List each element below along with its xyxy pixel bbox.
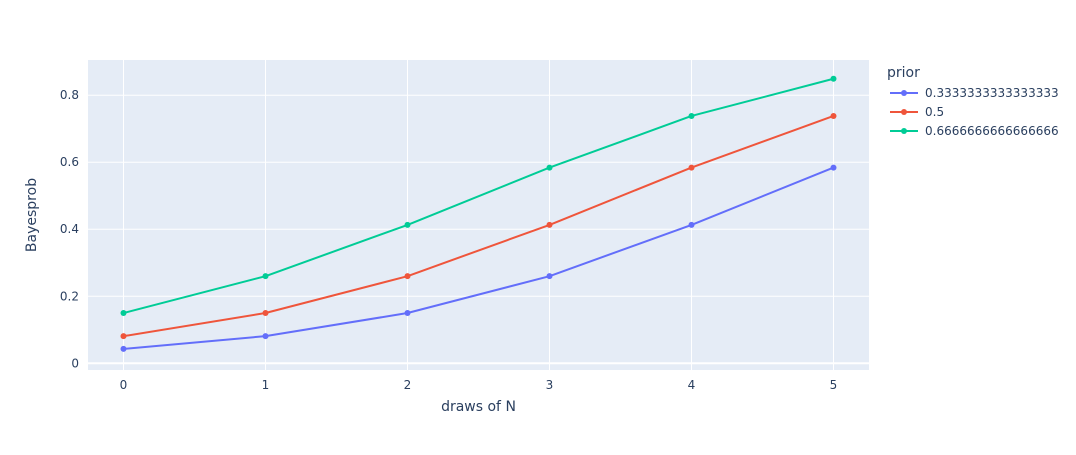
data-point (546, 273, 553, 280)
x-tick-label: 3 (546, 378, 554, 392)
y-axis-ticks: 0 0.2 0.4 0.6 0.8 (60, 88, 79, 370)
data-point (546, 221, 553, 228)
data-point (120, 310, 127, 317)
legend-label: 0.6666666666666666 (925, 124, 1059, 138)
legend-items: 0.3333333333333333 0.5 0.6666666666666666 (890, 86, 1059, 138)
data-point (262, 273, 269, 280)
legend-label: 0.5 (925, 105, 944, 119)
y-tick-label: 0.4 (60, 222, 79, 236)
y-tick-label: 0 (71, 356, 79, 370)
data-point (688, 112, 695, 119)
y-tick-label: 0.6 (60, 155, 79, 169)
legend-item[interactable]: 0.3333333333333333 (890, 86, 1059, 100)
legend-item[interactable]: 0.5 (890, 105, 944, 119)
x-tick-label: 2 (404, 378, 412, 392)
data-point (830, 164, 837, 171)
series-line (123, 166, 834, 350)
legend-swatch-marker (901, 109, 907, 115)
series-0 (120, 164, 837, 352)
legend-title: prior (887, 65, 920, 81)
data-point (404, 221, 411, 228)
grid (88, 60, 869, 370)
legend-swatch-marker (901, 90, 907, 96)
y-axis-title: Bayesprob (24, 178, 40, 252)
y-tick-label: 0.8 (60, 88, 79, 102)
data-point (688, 164, 695, 171)
series-2 (120, 75, 837, 317)
x-tick-label: 1 (262, 378, 270, 392)
x-axis-title: draws of N (441, 399, 516, 415)
data-point (262, 310, 269, 317)
legend-swatch-marker (901, 128, 907, 134)
data-point (404, 273, 411, 280)
data-point (120, 345, 127, 352)
x-tick-label: 5 (830, 378, 838, 392)
data-point (404, 310, 411, 317)
x-tick-label: 4 (688, 378, 696, 392)
data-point (546, 164, 553, 171)
series-line (123, 77, 834, 314)
series-line (123, 115, 834, 338)
data-point (830, 112, 837, 119)
x-axis-ticks: 0 1 2 3 4 5 (120, 378, 838, 392)
series-layer (120, 75, 837, 352)
legend-item[interactable]: 0.6666666666666666 (890, 124, 1059, 138)
data-point (688, 221, 695, 228)
plot-background (88, 60, 869, 370)
y-tick-label: 0.2 (60, 289, 79, 303)
data-point (262, 333, 269, 340)
x-tick-label: 0 (120, 378, 128, 392)
data-point (830, 75, 837, 82)
data-point (120, 333, 127, 340)
series-1 (120, 112, 837, 340)
legend: prior 0.3333333333333333 0.5 0.66666666666… (887, 65, 1059, 138)
legend-label: 0.3333333333333333 (925, 86, 1059, 100)
